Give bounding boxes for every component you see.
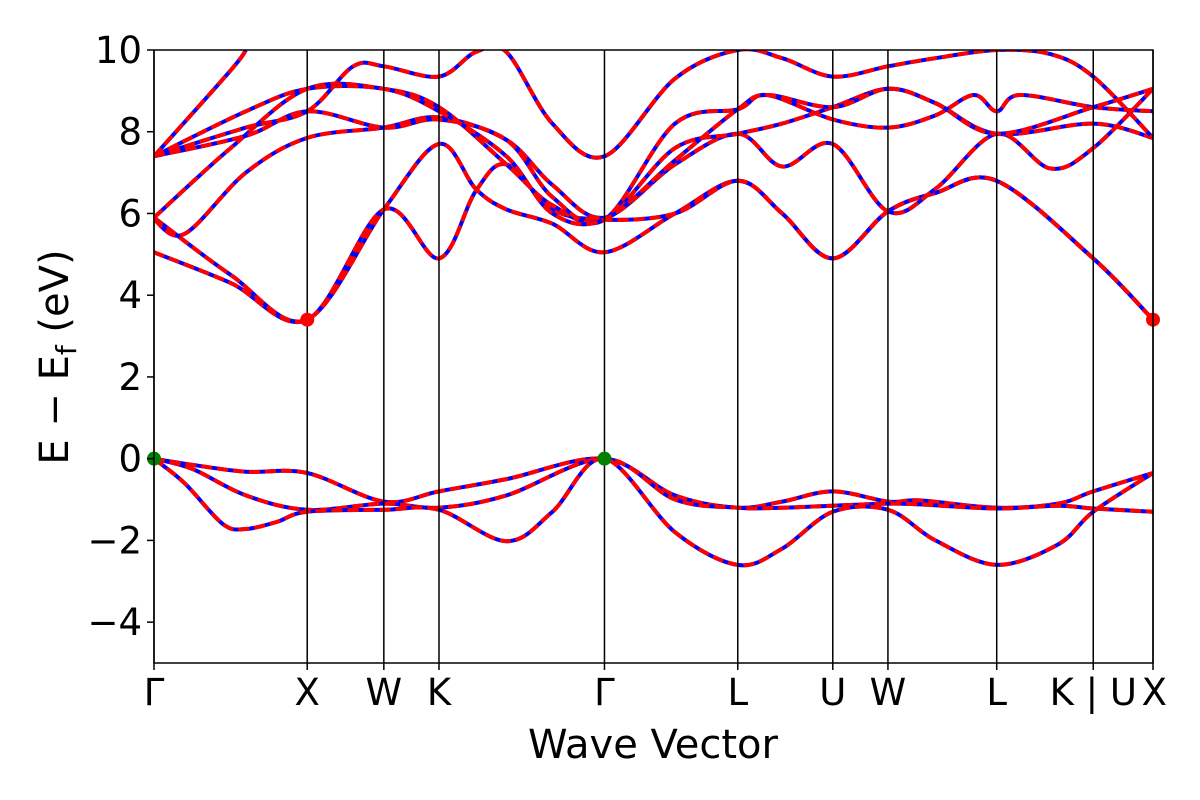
- y-axis-label-main: E − E: [32, 355, 78, 465]
- band-line-solid-1: [154, 456, 1153, 514]
- y-axis-label: E − Ef (eV): [32, 249, 83, 464]
- x-tick-label: X: [1142, 671, 1167, 714]
- y-axis: −4 −2 0 2 4 6 8 10: [87, 29, 154, 644]
- band-line-dashed-8: [154, 50, 248, 158]
- y-axis-label-sub: f: [50, 344, 83, 355]
- y-tick-label: 0: [118, 438, 142, 481]
- band-line-solid-4: [154, 162, 1153, 324]
- plot-frame: [153, 49, 1154, 664]
- x-tick-label: W: [870, 671, 907, 714]
- band-line-dashed-2: [154, 456, 1153, 568]
- x-tick-label: Γ: [594, 671, 615, 714]
- y-tick-label: 2: [118, 356, 142, 399]
- kpoint-lines: [153, 50, 1154, 663]
- extrema-markers: [147, 312, 1160, 466]
- y-tick-label: −4: [87, 601, 142, 644]
- x-tick-label: W: [366, 671, 403, 714]
- y-tick-label: 8: [118, 111, 142, 154]
- band-line-dashed-10: [154, 84, 1153, 227]
- x-tick-label: Γ: [144, 671, 165, 714]
- y-axis-label-unit: (eV): [32, 249, 78, 345]
- y-tick-label: 6: [118, 192, 142, 235]
- x-axis-label: Wave Vector: [528, 722, 779, 768]
- x-tick-label: K: [427, 671, 453, 714]
- cbm-marker: [300, 312, 315, 327]
- y-tick-label: −2: [87, 519, 142, 562]
- x-tick-label: L: [727, 671, 748, 714]
- x-tick-label: K | U: [1050, 671, 1137, 714]
- y-tick-label: 4: [118, 274, 142, 317]
- band-line-dashed-9: [154, 92, 1153, 226]
- y-tick-label: 10: [95, 29, 142, 72]
- x-tick-label: X: [295, 671, 320, 714]
- band-line-dashed-4: [154, 162, 1153, 324]
- x-tick-label: L: [986, 671, 1007, 714]
- x-tick-label: U: [819, 671, 846, 714]
- vbm-marker: [597, 451, 612, 466]
- bands-layer: [154, 50, 1153, 568]
- band-line-dashed-0: [154, 456, 1153, 510]
